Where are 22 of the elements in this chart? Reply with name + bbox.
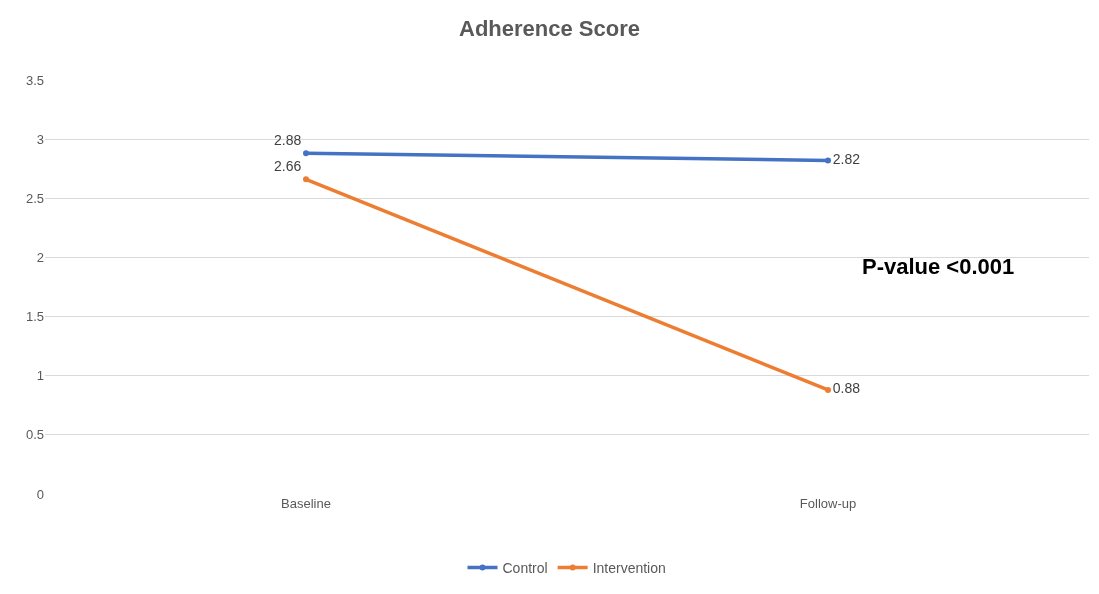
x-tick-label: Baseline <box>281 496 331 511</box>
y-tick-label: 3 <box>36 131 44 147</box>
point <box>825 386 831 393</box>
y-tick-label: 2 <box>36 249 44 265</box>
y-tick-label: 2.5 <box>25 190 44 206</box>
y-tick-label: 1.5 <box>25 309 44 325</box>
y-tick-label: 0 <box>36 486 44 502</box>
point <box>303 176 309 183</box>
data-label: 2.66 <box>274 158 302 175</box>
legend-label: Control <box>502 560 548 577</box>
data-label: 2.88 <box>274 132 302 149</box>
y-tick-label: 3.5 <box>25 72 44 88</box>
x-tick-label: Follow-up <box>799 496 857 511</box>
annotation: P-value <0.001 <box>862 254 1015 279</box>
data-label: 0.88 <box>832 380 861 397</box>
point <box>303 150 309 157</box>
point <box>825 157 831 164</box>
legend-label: Intervention <box>592 560 666 577</box>
y-tick-label: 0.5 <box>25 427 44 443</box>
data-label: 2.82 <box>832 150 861 167</box>
y-tick-label: 1 <box>36 368 44 384</box>
chart-title: Adherence Score <box>459 16 640 42</box>
